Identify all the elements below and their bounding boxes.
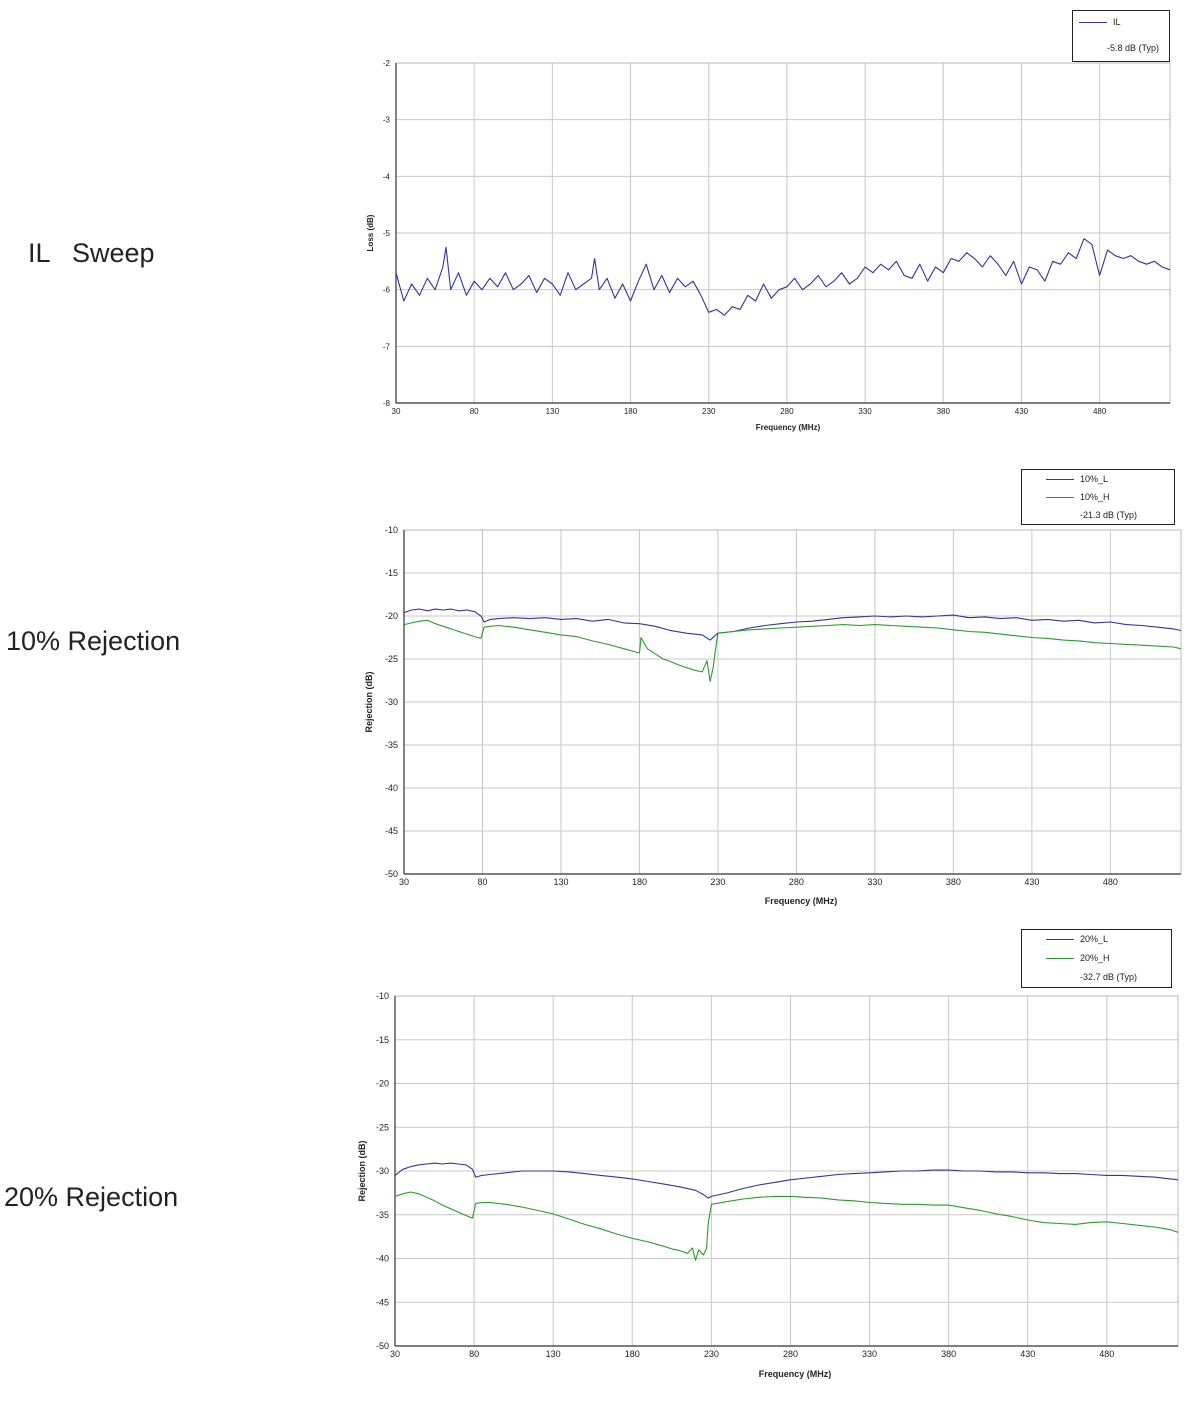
y-tick-label: -20 — [385, 611, 398, 621]
y-tick-label: -30 — [376, 1166, 389, 1176]
series-line-10-h — [403, 619, 1182, 682]
legend-item-20-h: 20%_H — [1046, 953, 1166, 965]
x-tick-label: 30 — [392, 407, 401, 416]
legend-item-il: IL — [1079, 17, 1167, 29]
y-tick-label: -25 — [376, 1122, 389, 1132]
x-tick-label: 80 — [470, 407, 479, 416]
series-line-20-h — [394, 1191, 1179, 1261]
y-tick-label: -35 — [376, 1210, 389, 1220]
y-tick-label: -40 — [376, 1254, 389, 1264]
y-tick-label: -3 — [383, 116, 391, 125]
legend-swatch-il — [1079, 22, 1107, 23]
y-tick-label: -5 — [383, 229, 391, 238]
legend-label-20-h: 20%_H — [1080, 953, 1110, 963]
y-axis-title: Rejection (dB) — [364, 671, 374, 732]
legend-note-il: -5.8 dB (Typ) — [1107, 43, 1160, 53]
x-tick-label: 430 — [1020, 1349, 1035, 1359]
x-tick-label: 380 — [937, 407, 951, 416]
x-tick-label: 130 — [553, 877, 568, 887]
x-tick-label: 130 — [546, 407, 560, 416]
x-tick-label: 80 — [477, 877, 487, 887]
legend-item-20-l: 20%_L — [1046, 934, 1166, 946]
y-tick-label: -40 — [385, 783, 398, 793]
x-tick-label: 230 — [710, 877, 725, 887]
x-tick-label: 480 — [1099, 1349, 1114, 1359]
il-legend: IL -5.8 dB (Typ) — [1072, 10, 1170, 62]
y-tick-label: -4 — [383, 172, 391, 181]
legend-swatch-10-h — [1046, 497, 1074, 498]
y-axis-title: Rejection (dB) — [357, 1140, 367, 1201]
legend-note-20: -32.7 dB (Typ) — [1080, 972, 1138, 982]
y-tick-label: -45 — [376, 1297, 389, 1307]
x-tick-label: 180 — [625, 1349, 640, 1359]
y-tick-label: -2 — [383, 59, 391, 68]
legend-swatch-20-h — [1046, 958, 1074, 959]
y-tick-label: -15 — [376, 1035, 389, 1045]
label-il-sweep: IL Sweep — [28, 238, 155, 268]
x-tick-label: 430 — [1015, 407, 1029, 416]
x-tick-label: 180 — [632, 877, 647, 887]
y-tick-label: -20 — [376, 1079, 389, 1089]
x-tick-label: 280 — [783, 1349, 798, 1359]
legend-note-10: -21.3 dB (Typ) — [1080, 510, 1138, 520]
x-tick-label: 480 — [1093, 407, 1107, 416]
y-tick-label: -10 — [385, 525, 398, 535]
y-tick-label: -50 — [385, 869, 398, 879]
x-tick-label: 380 — [946, 877, 961, 887]
y-tick-label: -15 — [385, 568, 398, 578]
x-tick-label: 280 — [780, 407, 794, 416]
legend-item-10-l: 10%_L — [1046, 474, 1166, 486]
y-tick-label: -50 — [376, 1341, 389, 1351]
legend-label-20-l: 20%_L — [1080, 934, 1109, 944]
il-sweep-plot: -2 -3 -4 -5 -6 -7 -830 80 130 180 230 280 330 380 430 4… — [366, 59, 1171, 432]
legend-swatch-20-l — [1046, 939, 1074, 940]
r10-legend: 10%_L 10%_H -21.3 dB (Typ) — [1021, 469, 1175, 525]
y-tick-label: -7 — [383, 342, 391, 351]
x-tick-label: 330 — [858, 407, 872, 416]
legend-label-10-h: 10%_H — [1080, 492, 1110, 502]
legend-label-il: IL — [1113, 17, 1121, 27]
x-tick-label: 230 — [702, 407, 716, 416]
y-axis-title: Loss (dB) — [366, 214, 375, 251]
x-tick-label: 80 — [469, 1349, 479, 1359]
x-tick-label: 380 — [941, 1349, 956, 1359]
il-sweep-chart: IL -5.8 dB (Typ) -2 -3 -4 -5 -6 -7 -8 30 80 130 18… — [0, 0, 1198, 440]
label-20-rejection: 20% Rejection — [4, 1182, 179, 1212]
x-axis-title: Frequency (MHz) — [765, 896, 838, 906]
x-tick-label: 30 — [399, 877, 409, 887]
y-tick-label: -45 — [385, 826, 398, 836]
x-tick-label: 330 — [862, 1349, 877, 1359]
x-tick-label: 130 — [546, 1349, 561, 1359]
x-tick-label: 330 — [867, 877, 882, 887]
x-tick-label: 230 — [704, 1349, 719, 1359]
y-tick-label: -8 — [383, 399, 391, 408]
series-line-il — [395, 238, 1171, 316]
x-tick-label: 30 — [390, 1349, 400, 1359]
series-line-20-l — [394, 1162, 1179, 1199]
y-tick-label: -10 — [376, 991, 389, 1001]
legend-item-10-h: 10%_H — [1046, 492, 1166, 504]
y-tick-label: -35 — [385, 740, 398, 750]
x-tick-label: 480 — [1103, 877, 1118, 887]
rejection-10-chart: 10%_L 10%_H -21.3 dB (Typ) -10 -15 -20 -25-… — [364, 469, 1182, 906]
x-axis-title: Frequency (MHz) — [759, 1369, 832, 1379]
y-tick-label: -30 — [385, 697, 398, 707]
legend-label-10-l: 10%_L — [1080, 474, 1109, 484]
r20-legend: 20%_L 20%_H -32.7 dB (Typ) — [1021, 929, 1172, 988]
y-tick-label: -6 — [383, 286, 391, 295]
x-tick-label: 430 — [1024, 877, 1039, 887]
x-axis-title: Frequency (MHz) — [756, 423, 821, 432]
y-tick-label: -25 — [385, 654, 398, 664]
x-tick-label: 280 — [789, 877, 804, 887]
legend-swatch-10-l — [1046, 479, 1074, 480]
x-tick-label: 180 — [624, 407, 638, 416]
label-10-rejection: 10% Rejection — [6, 626, 181, 656]
